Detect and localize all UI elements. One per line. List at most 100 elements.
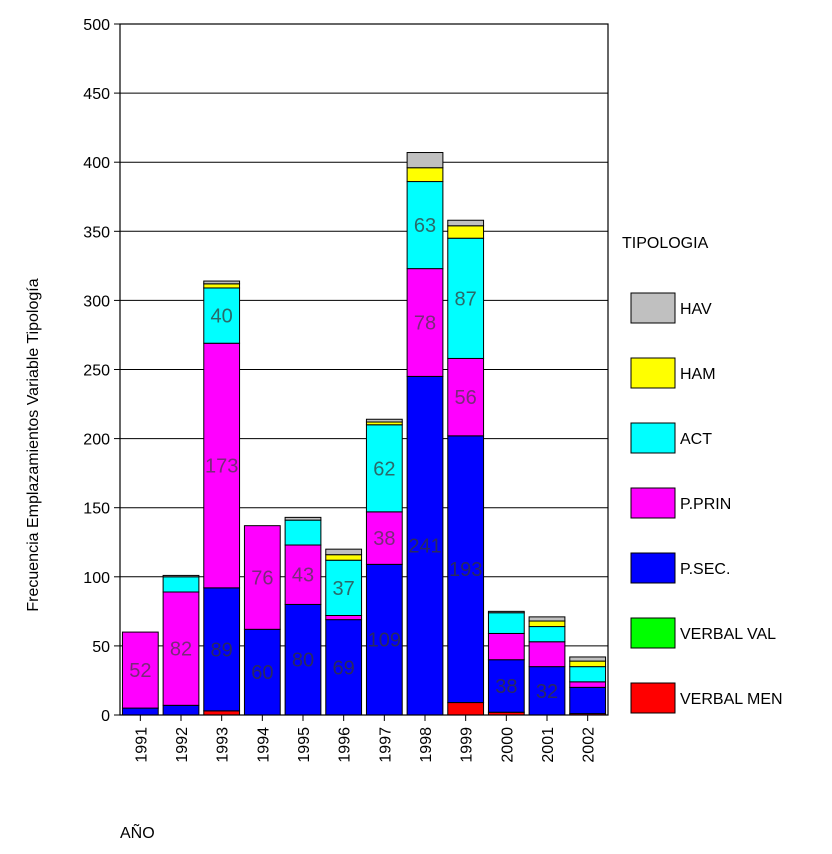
y-tick-label: 500 [83, 17, 110, 34]
data-label: 32 [536, 681, 558, 703]
data-label: 63 [414, 215, 436, 237]
bar-segment [365, 418, 403, 423]
bar-segment [406, 375, 444, 716]
x-tick-label: 1998 [418, 727, 435, 763]
legend-swatch [630, 422, 676, 454]
data-label: 60 [251, 662, 273, 684]
bar-segment [487, 610, 525, 614]
bar-segment [121, 631, 159, 709]
bar-segment [447, 435, 485, 704]
bar-segment [162, 574, 200, 578]
data-label: 62 [373, 458, 395, 480]
bar-segment [569, 686, 607, 715]
data-label: 173 [205, 456, 238, 478]
legend-label: HAM [680, 366, 716, 383]
bar-segment [528, 641, 566, 668]
x-tick-label: 2000 [499, 727, 516, 763]
x-tick-label: 2002 [581, 727, 598, 763]
bar-segment [447, 702, 485, 716]
x-tick-label: 1997 [377, 727, 394, 763]
data-label: 89 [211, 639, 233, 661]
y-tick-label: 400 [83, 155, 110, 172]
bar-segment [243, 525, 281, 630]
legend: TIPOLOGIA HAV HAM ACT P.PRIN P.SEC. VERBAL VA… [622, 235, 783, 714]
bar-segment [447, 225, 485, 239]
x-axis-title: AÑO [120, 822, 155, 842]
plot-frame [119, 23, 609, 716]
legend-swatch [630, 292, 676, 324]
data-label: 43 [292, 565, 314, 587]
data-label: 69 [333, 657, 355, 679]
y-tick-label: 450 [83, 86, 110, 103]
data-label: 78 [414, 313, 436, 335]
data-label: 193 [449, 559, 482, 581]
bar-segment [203, 587, 241, 712]
y-tick-label: 0 [101, 708, 110, 725]
bar-segment [528, 626, 566, 643]
data-label: 76 [251, 567, 273, 589]
data-label: 82 [170, 639, 192, 661]
bar-segment [406, 181, 444, 270]
y-tick-label: 50 [92, 639, 110, 656]
gridlines [120, 23, 608, 647]
y-tick-label: 200 [83, 432, 110, 449]
bar-segment [569, 666, 607, 683]
data-label: 87 [455, 288, 477, 310]
legend-swatch [630, 357, 676, 389]
bar-segment [569, 681, 607, 688]
x-tick-label: 1992 [174, 727, 191, 763]
y-tick-label: 300 [83, 293, 110, 310]
legend-label: HAV [680, 301, 712, 318]
data-label: 109 [368, 630, 401, 652]
y-tick-label: 100 [83, 570, 110, 587]
data-label: 80 [292, 650, 314, 672]
bar-segment [528, 616, 566, 622]
legend-label: VERBAL VAL [680, 626, 776, 643]
bar-segment [569, 656, 607, 662]
bar-segment [406, 152, 444, 169]
bar-segment [203, 283, 241, 289]
bar-segment [487, 632, 525, 661]
bar-segment [569, 660, 607, 668]
bar-segment [284, 544, 322, 605]
legend-label: P.PRIN [680, 496, 731, 513]
data-labels: 52 82 89 173 40 60 76 80 43 69 37 109 38 62 241 78 63 193… [129, 215, 558, 703]
bar-segment [406, 167, 444, 183]
bar-segment [447, 219, 485, 227]
axes: 0 50 100 150 200 250 300 350 400 450 500 1991 1992 19… [83, 17, 609, 763]
y-axis-title: Frecuencia Emplazamientos Variable Tipol… [25, 278, 42, 611]
bar-segment [447, 237, 485, 359]
bar-segment [406, 268, 444, 377]
bar-segment [528, 620, 566, 628]
x-tick-label: 1993 [215, 727, 232, 763]
y-tick-label: 150 [83, 501, 110, 518]
x-tick-label: 1991 [133, 727, 150, 763]
x-tick-label: 1994 [255, 727, 272, 763]
bar-segment [162, 576, 200, 593]
bar-segment [284, 516, 322, 521]
legend-label: P.SEC. [680, 561, 730, 578]
bar-segment [203, 280, 241, 285]
y-tick-label: 250 [83, 363, 110, 380]
bar-segment [243, 628, 281, 716]
bar-segment [325, 619, 363, 716]
data-label: 40 [211, 306, 233, 328]
x-tick-label: 1996 [337, 727, 354, 763]
bar-segment [121, 707, 159, 716]
bar-segment [365, 563, 403, 716]
bar-segment [203, 287, 241, 344]
data-label: 52 [129, 660, 151, 682]
data-label: 38 [495, 676, 517, 698]
data-label: 38 [373, 528, 395, 550]
bar-segment [487, 659, 525, 713]
bar-segment [325, 559, 363, 616]
data-label: 241 [408, 536, 441, 558]
legend-label: VERBAL MEN [680, 691, 783, 708]
legend-swatch [630, 617, 676, 649]
bar-segment [325, 614, 363, 621]
bar-segment [162, 704, 200, 716]
x-tick-label: 2001 [540, 727, 557, 763]
bar-segment [284, 519, 322, 546]
legend-label: ACT [680, 431, 712, 448]
